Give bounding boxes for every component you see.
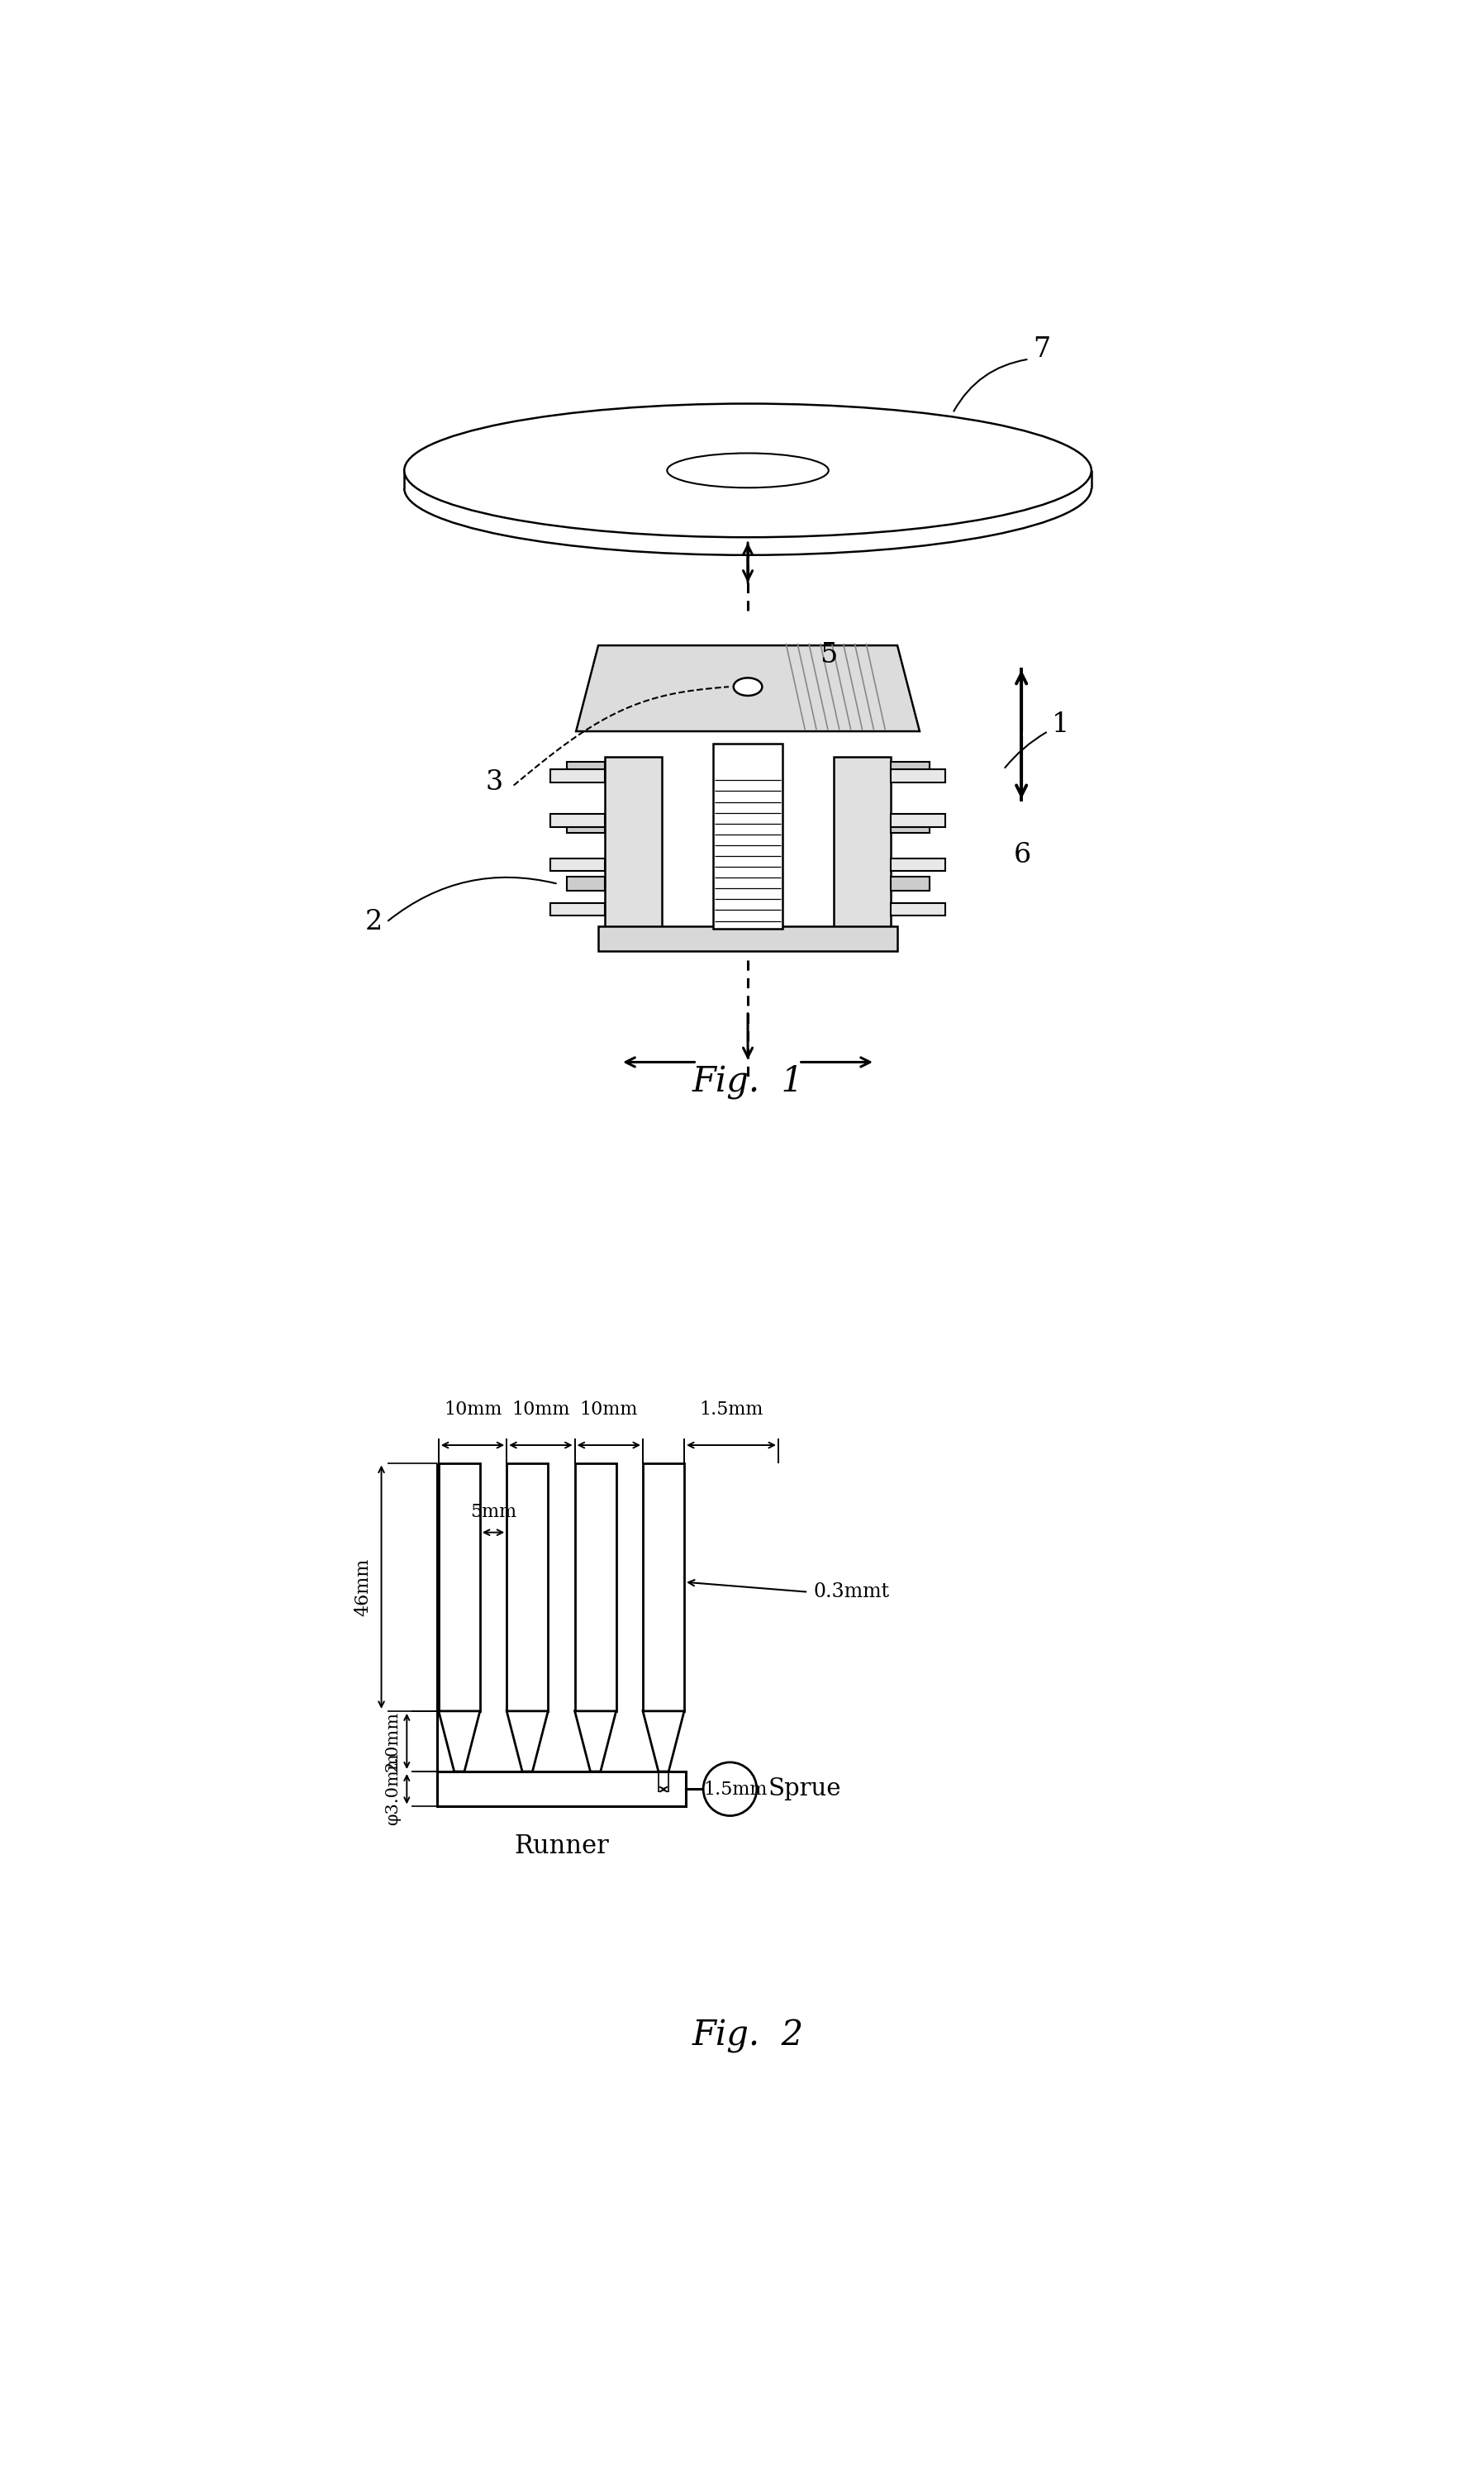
Bar — [890, 875, 929, 890]
Text: 7: 7 — [1033, 336, 1051, 364]
Bar — [604, 757, 662, 937]
Bar — [890, 762, 929, 777]
Bar — [567, 819, 604, 833]
Ellipse shape — [733, 678, 763, 695]
Text: 5: 5 — [819, 641, 837, 668]
Polygon shape — [643, 1711, 684, 1771]
Text: 1.5mm: 1.5mm — [703, 1781, 767, 1798]
Bar — [712, 744, 784, 927]
Text: 1: 1 — [1052, 712, 1070, 737]
Polygon shape — [576, 645, 920, 732]
Polygon shape — [574, 1711, 616, 1771]
Text: 5mm: 5mm — [470, 1504, 516, 1521]
Bar — [890, 858, 945, 870]
Text: Runner: Runner — [513, 1832, 608, 1860]
Text: 3: 3 — [485, 769, 503, 796]
Bar — [834, 757, 890, 937]
Bar — [567, 762, 604, 777]
Bar — [551, 769, 604, 781]
Text: Sprue: Sprue — [769, 1778, 841, 1800]
Text: 1.5mm: 1.5mm — [699, 1400, 763, 1420]
Bar — [598, 927, 898, 950]
Polygon shape — [506, 1711, 548, 1771]
Ellipse shape — [668, 453, 828, 487]
Ellipse shape — [712, 462, 784, 477]
Circle shape — [703, 1763, 757, 1815]
Text: 0.3mmt: 0.3mmt — [813, 1583, 889, 1603]
Bar — [506, 1464, 548, 1711]
Bar — [551, 814, 604, 826]
Text: 46mm: 46mm — [355, 1558, 372, 1615]
Ellipse shape — [690, 458, 806, 482]
Text: Fig.  1: Fig. 1 — [692, 1063, 804, 1098]
Polygon shape — [439, 1711, 479, 1771]
Text: φ3.0mm: φ3.0mm — [384, 1753, 401, 1825]
Bar — [890, 769, 945, 781]
Bar — [551, 903, 604, 915]
Bar — [567, 875, 604, 890]
Text: Fig.  2: Fig. 2 — [692, 2018, 804, 2053]
Text: 10mm: 10mm — [444, 1400, 502, 1420]
Ellipse shape — [404, 403, 1091, 537]
Bar — [890, 903, 945, 915]
Text: 2.0mm: 2.0mm — [384, 1711, 401, 1771]
Text: 6: 6 — [1014, 843, 1031, 868]
Text: 2: 2 — [365, 910, 383, 935]
Bar — [438, 1771, 686, 1805]
Bar — [890, 819, 929, 833]
Text: 10mm: 10mm — [580, 1400, 638, 1420]
Bar — [890, 814, 945, 826]
Bar — [574, 1464, 616, 1711]
Bar — [439, 1464, 479, 1711]
Bar — [643, 1464, 684, 1711]
Bar — [551, 858, 604, 870]
Text: 10mm: 10mm — [512, 1400, 570, 1420]
